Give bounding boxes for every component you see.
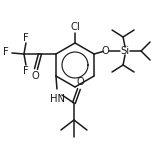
Text: F: F: [3, 47, 9, 57]
Text: Si: Si: [121, 46, 130, 56]
Text: O: O: [101, 46, 109, 56]
Text: HN: HN: [50, 94, 65, 104]
Text: F: F: [23, 33, 29, 43]
Text: F: F: [23, 66, 29, 76]
Text: O: O: [76, 77, 84, 87]
Text: O: O: [31, 71, 39, 81]
Text: Cl: Cl: [70, 22, 80, 32]
